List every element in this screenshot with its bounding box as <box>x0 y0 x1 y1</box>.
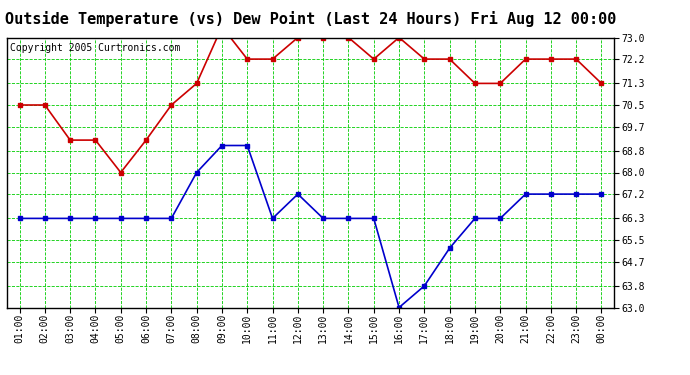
Text: Outside Temperature (vs) Dew Point (Last 24 Hours) Fri Aug 12 00:00: Outside Temperature (vs) Dew Point (Last… <box>5 11 616 27</box>
Text: Copyright 2005 Curtronics.com: Copyright 2005 Curtronics.com <box>10 43 180 53</box>
